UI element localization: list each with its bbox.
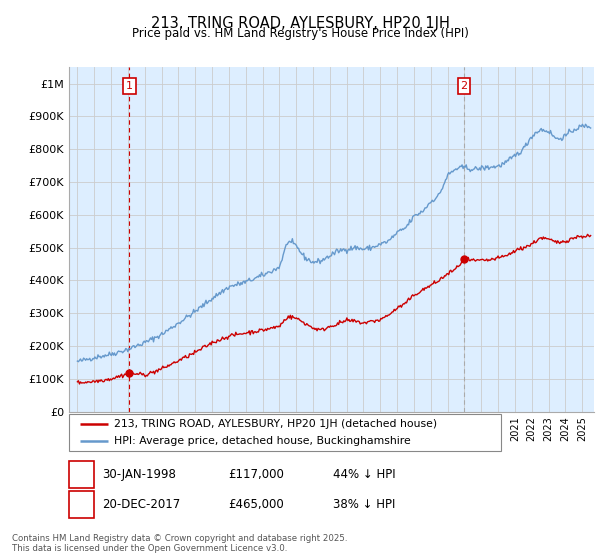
Text: Contains HM Land Registry data © Crown copyright and database right 2025.
This d: Contains HM Land Registry data © Crown c…	[12, 534, 347, 553]
Text: 2: 2	[460, 81, 467, 91]
Text: 1: 1	[78, 468, 85, 482]
Text: 20-DEC-2017: 20-DEC-2017	[102, 498, 180, 511]
Text: 213, TRING ROAD, AYLESBURY, HP20 1JH (detached house): 213, TRING ROAD, AYLESBURY, HP20 1JH (de…	[115, 419, 437, 429]
Text: 44% ↓ HPI: 44% ↓ HPI	[333, 468, 395, 482]
Text: £465,000: £465,000	[228, 498, 284, 511]
Text: £117,000: £117,000	[228, 468, 284, 482]
Text: HPI: Average price, detached house, Buckinghamshire: HPI: Average price, detached house, Buck…	[115, 436, 411, 446]
Text: 2: 2	[78, 498, 85, 511]
Text: 38% ↓ HPI: 38% ↓ HPI	[333, 498, 395, 511]
Text: Price paid vs. HM Land Registry's House Price Index (HPI): Price paid vs. HM Land Registry's House …	[131, 27, 469, 40]
Text: 30-JAN-1998: 30-JAN-1998	[102, 468, 176, 482]
FancyBboxPatch shape	[69, 414, 501, 451]
Text: 213, TRING ROAD, AYLESBURY, HP20 1JH: 213, TRING ROAD, AYLESBURY, HP20 1JH	[151, 16, 449, 31]
Text: 1: 1	[126, 81, 133, 91]
